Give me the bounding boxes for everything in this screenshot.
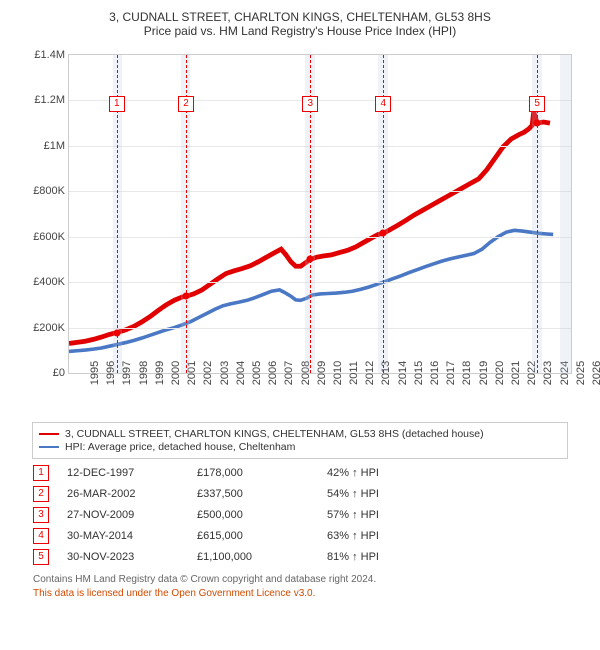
line-canvas [69,55,571,373]
sale-dot-2 [183,293,190,300]
sale-row: 5 30-NOV-2023£1,100,00081% ↑ HPI [33,549,567,565]
y-axis-label: £800K [33,185,69,197]
sale-date: 26-MAR-2002 [67,488,197,500]
sale-price: £337,500 [197,488,327,500]
sale-index-box: 1 [33,465,49,481]
sale-marker-5: 5 [529,96,545,112]
legend-item: HPI: Average price, detached house, Chel… [39,441,561,453]
legend-item: 3, CUDNALL STREET, CHARLTON KINGS, CHELT… [39,428,561,440]
sale-dot-4 [380,230,387,237]
sale-price: £615,000 [197,530,327,542]
sales-table: 1 12-DEC-1997£178,00042% ↑ HPI 2 26-MAR-200… [33,465,567,565]
sale-marker-2: 2 [178,96,194,112]
footer-line2: This data is licensed under the Open Gov… [33,587,567,601]
sale-date: 12-DEC-1997 [67,467,197,479]
chart-container: £0£200K£400K£600K£800K£1M£1.2M£1.4M19951… [20,44,580,414]
sale-index-box: 2 [33,486,49,502]
sale-index-box: 4 [33,528,49,544]
sale-row: 2 26-MAR-2002£337,50054% ↑ HPI [33,486,567,502]
sale-price: £500,000 [197,509,327,521]
chart-title-line1: 3, CUDNALL STREET, CHARLTON KINGS, CHELT… [10,10,590,24]
sale-pct-vs-hpi: 81% ↑ HPI [327,551,477,563]
sale-row: 4 30-MAY-2014£615,00063% ↑ HPI [33,528,567,544]
sale-marker-4: 4 [375,96,391,112]
sale-pct-vs-hpi: 42% ↑ HPI [327,467,477,479]
sale-index-box: 3 [33,507,49,523]
chart-title-line2: Price paid vs. HM Land Registry's House … [10,24,590,38]
y-axis-label: £1M [44,140,69,152]
sale-pct-vs-hpi: 63% ↑ HPI [327,530,477,542]
plot-area: £0£200K£400K£600K£800K£1M£1.2M£1.4M19951… [68,54,572,374]
sale-price: £178,000 [197,467,327,479]
y-axis-label: £1.4M [34,49,69,61]
sale-pct-vs-hpi: 54% ↑ HPI [327,488,477,500]
sale-dot-3 [307,256,314,263]
sale-marker-1: 1 [109,96,125,112]
legend-box: 3, CUDNALL STREET, CHARLTON KINGS, CHELT… [32,422,568,459]
sale-index-box: 5 [33,549,49,565]
sale-pct-vs-hpi: 57% ↑ HPI [327,509,477,521]
sale-date: 30-NOV-2023 [67,551,197,563]
footer-attribution: Contains HM Land Registry data © Crown c… [33,573,567,600]
y-axis-label: £600K [33,231,69,243]
y-axis-label: £400K [33,276,69,288]
sale-price: £1,100,000 [197,551,327,563]
sale-row: 3 27-NOV-2009£500,00057% ↑ HPI [33,507,567,523]
sale-dot-5 [534,120,541,127]
sale-dot-1 [113,329,120,336]
sale-date: 30-MAY-2014 [67,530,197,542]
sale-row: 1 12-DEC-1997£178,00042% ↑ HPI [33,465,567,481]
x-axis-label: 2026 [571,361,600,385]
sale-date: 27-NOV-2009 [67,509,197,521]
y-axis-label: £200K [33,322,69,334]
y-axis-label: £0 [53,367,69,379]
y-axis-label: £1.2M [34,94,69,106]
footer-line1: Contains HM Land Registry data © Crown c… [33,573,567,587]
sale-marker-3: 3 [302,96,318,112]
